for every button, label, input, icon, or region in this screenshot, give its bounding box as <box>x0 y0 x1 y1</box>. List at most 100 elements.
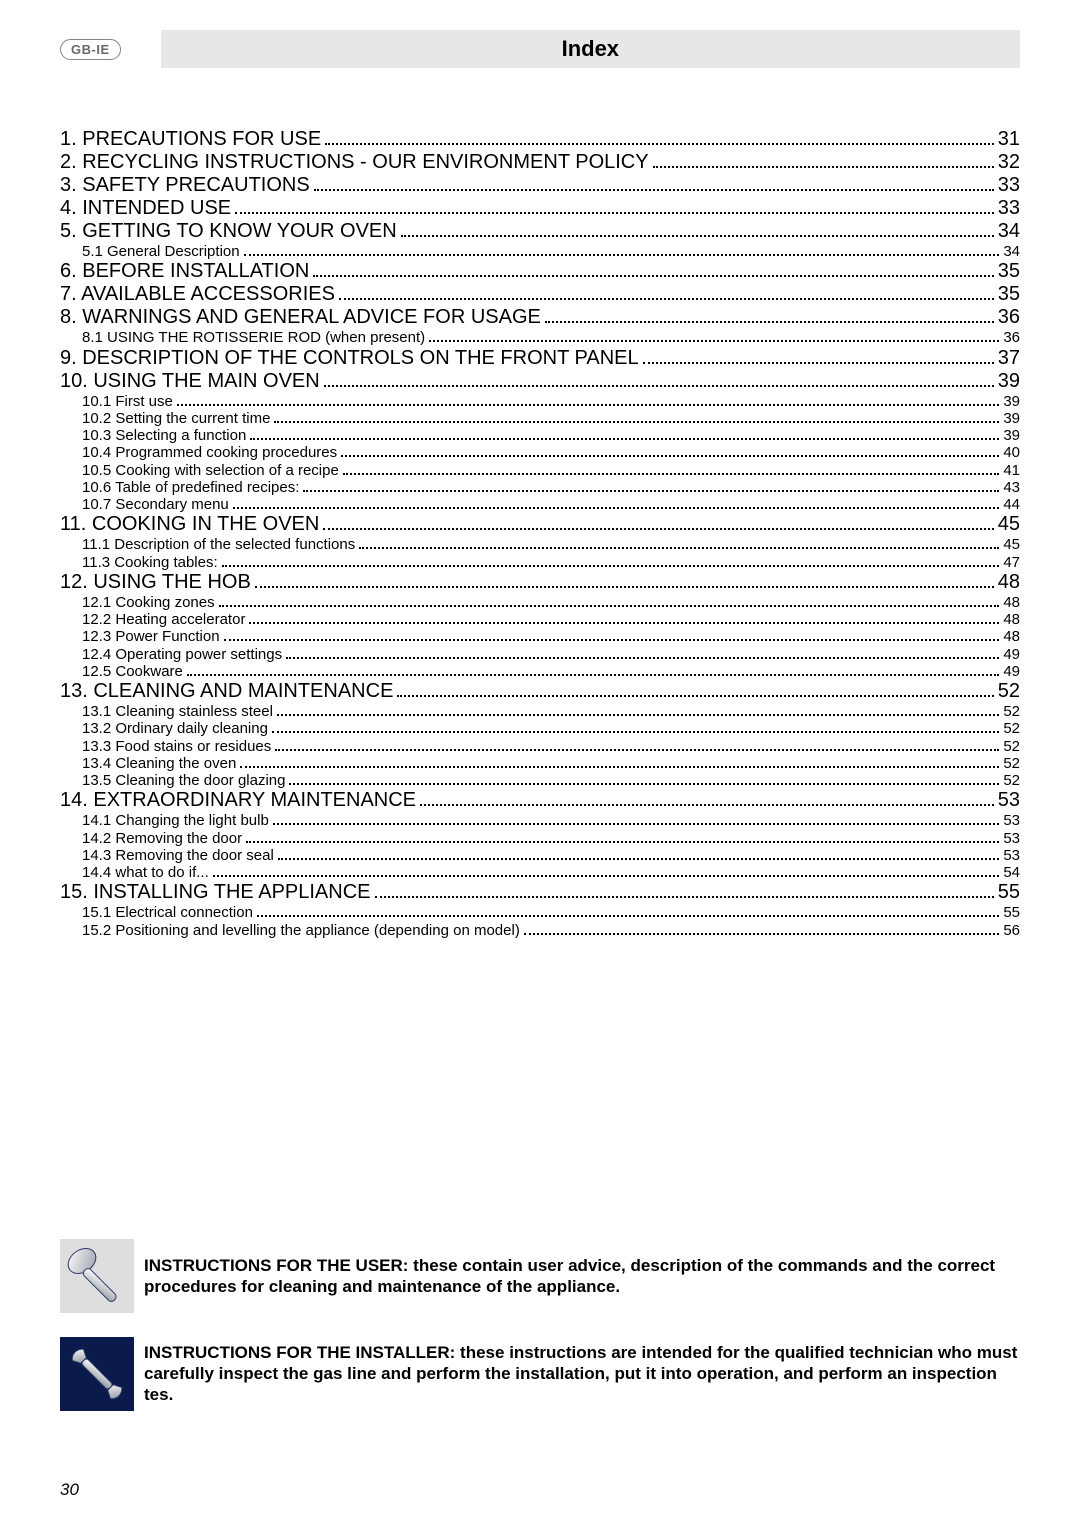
toc-page: 48 <box>1003 594 1020 611</box>
toc-leader-dots <box>289 783 999 785</box>
toc-label: 8. WARNINGS AND GENERAL ADVICE FOR USAGE <box>60 306 541 329</box>
toc-label: 11. COOKING IN THE OVEN <box>60 513 319 536</box>
toc-label: 12. USING THE HOB <box>60 571 251 594</box>
toc-row: 13.3 Food stains or residues52 <box>60 738 1020 755</box>
toc-row: 8.1 USING THE ROTISSERIE ROD (when prese… <box>60 329 1020 346</box>
toc-leader-dots <box>233 507 1000 509</box>
toc-page: 49 <box>1003 646 1020 663</box>
toc-label: 10. USING THE MAIN OVEN <box>60 370 320 393</box>
toc-leader-dots <box>177 404 999 406</box>
toc-row: 13.5 Cleaning the door glazing52 <box>60 772 1020 789</box>
toc-page: 39 <box>1003 410 1020 427</box>
toc-leader-dots <box>277 714 999 716</box>
toc-leader-dots <box>524 933 1000 935</box>
toc-row: 9. DESCRIPTION OF THE CONTROLS ON THE FR… <box>60 347 1020 370</box>
toc-page: 41 <box>1003 462 1020 479</box>
toc-row: 4. INTENDED USE33 <box>60 197 1020 220</box>
toc-row: 2. RECYCLING INSTRUCTIONS - OUR ENVIRONM… <box>60 151 1020 174</box>
toc-page: 33 <box>998 197 1020 220</box>
toc-page: 52 <box>1003 772 1020 789</box>
toc-label: 10.6 Table of predefined recipes: <box>82 479 299 496</box>
wrench-icon <box>60 1337 134 1411</box>
toc-leader-dots <box>303 490 999 492</box>
toc-label: 14.4 what to do if... <box>82 864 209 881</box>
toc-label: 11.1 Description of the selected functio… <box>82 536 355 553</box>
toc-leader-dots <box>255 586 994 588</box>
toc-page: 45 <box>1003 536 1020 553</box>
toc-leader-dots <box>187 674 999 676</box>
toc-label: 8.1 USING THE ROTISSERIE ROD (when prese… <box>82 329 425 346</box>
toc-leader-dots <box>275 749 999 751</box>
toc-label: 14.1 Changing the light bulb <box>82 812 269 829</box>
toc-leader-dots <box>653 166 994 168</box>
toc-page: 54 <box>1003 864 1020 881</box>
toc-page: 53 <box>1003 830 1020 847</box>
toc-leader-dots <box>278 858 1000 860</box>
toc-row: 1. PRECAUTIONS FOR USE31 <box>60 128 1020 151</box>
toc-leader-dots <box>240 766 999 768</box>
toc-row: 5.1 General Description34 <box>60 243 1020 260</box>
toc-leader-dots <box>222 565 1000 567</box>
toc-leader-dots <box>273 823 1000 825</box>
toc-leader-dots <box>250 438 999 440</box>
toc-row: 14.3 Removing the door seal53 <box>60 847 1020 864</box>
toc-row: 12.5 Cookware49 <box>60 663 1020 680</box>
toc-row: 10.5 Cooking with selection of a recipe 4… <box>60 462 1020 479</box>
toc-page: 36 <box>998 306 1020 329</box>
table-of-contents: 1. PRECAUTIONS FOR USE312. RECYCLING INS… <box>60 128 1020 939</box>
toc-label: 14. EXTRAORDINARY MAINTENANCE <box>60 789 416 812</box>
toc-label: 13.1 Cleaning stainless steel <box>82 703 273 720</box>
toc-label: 1. PRECAUTIONS FOR USE <box>60 128 321 151</box>
toc-page: 52 <box>1003 720 1020 737</box>
toc-row: 13.2 Ordinary daily cleaning 52 <box>60 720 1020 737</box>
page-title: Index <box>161 30 1020 68</box>
toc-page: 39 <box>1003 393 1020 410</box>
toc-label: 3. SAFETY PRECAUTIONS <box>60 174 310 197</box>
toc-row: 14.4 what to do if... 54 <box>60 864 1020 881</box>
toc-page: 36 <box>1003 329 1020 346</box>
toc-leader-dots <box>274 421 999 423</box>
toc-row: 10.2 Setting the current time 39 <box>60 410 1020 427</box>
toc-label: 5. GETTING TO KNOW YOUR OVEN <box>60 220 397 243</box>
toc-page: 52 <box>1003 755 1020 772</box>
toc-label: 10.2 Setting the current time <box>82 410 270 427</box>
toc-leader-dots <box>375 896 994 898</box>
toc-label: 10.7 Secondary menu <box>82 496 229 513</box>
toc-label: 15.1 Electrical connection <box>82 904 253 921</box>
toc-page: 52 <box>998 680 1020 703</box>
toc-page: 52 <box>1003 738 1020 755</box>
toc-row: 10.6 Table of predefined recipes:43 <box>60 479 1020 496</box>
callout-user: INSTRUCTIONS FOR THE USER: these contain… <box>60 1239 1020 1313</box>
toc-label: 10.1 First use <box>82 393 173 410</box>
toc-label: 10.3 Selecting a function <box>82 427 246 444</box>
toc-leader-dots <box>224 639 1000 641</box>
toc-label: 12.5 Cookware <box>82 663 183 680</box>
toc-label: 12.2 Heating accelerator <box>82 611 245 628</box>
toc-page: 53 <box>1003 812 1020 829</box>
toc-page: 55 <box>1003 904 1020 921</box>
toc-row: 10. USING THE MAIN OVEN39 <box>60 370 1020 393</box>
toc-leader-dots <box>246 841 999 843</box>
toc-page: 56 <box>1003 922 1020 939</box>
toc-leader-dots <box>420 804 994 806</box>
toc-label: 10.4 Programmed cooking procedures <box>82 444 337 461</box>
toc-row: 15.2 Positioning and levelling the appli… <box>60 922 1020 939</box>
toc-leader-dots <box>324 385 994 387</box>
toc-leader-dots <box>235 212 994 214</box>
toc-leader-dots <box>545 321 994 323</box>
toc-row: 13. CLEANING AND MAINTENANCE52 <box>60 680 1020 703</box>
toc-label: 13.2 Ordinary daily cleaning <box>82 720 268 737</box>
toc-label: 10.5 Cooking with selection of a recipe <box>82 462 339 479</box>
toc-row: 10.3 Selecting a function39 <box>60 427 1020 444</box>
toc-row: 7. AVAILABLE ACCESSORIES35 <box>60 283 1020 306</box>
toc-row: 6. BEFORE INSTALLATION35 <box>60 260 1020 283</box>
language-badge: GB-IE <box>60 39 121 60</box>
toc-leader-dots <box>257 915 999 917</box>
toc-page: 53 <box>1003 847 1020 864</box>
toc-row: 15.1 Electrical connection 55 <box>60 904 1020 921</box>
toc-leader-dots <box>429 340 999 342</box>
toc-row: 11.1 Description of the selected functio… <box>60 536 1020 553</box>
toc-row: 14.2 Removing the door53 <box>60 830 1020 847</box>
toc-page: 48 <box>998 571 1020 594</box>
toc-page: 55 <box>998 881 1020 904</box>
